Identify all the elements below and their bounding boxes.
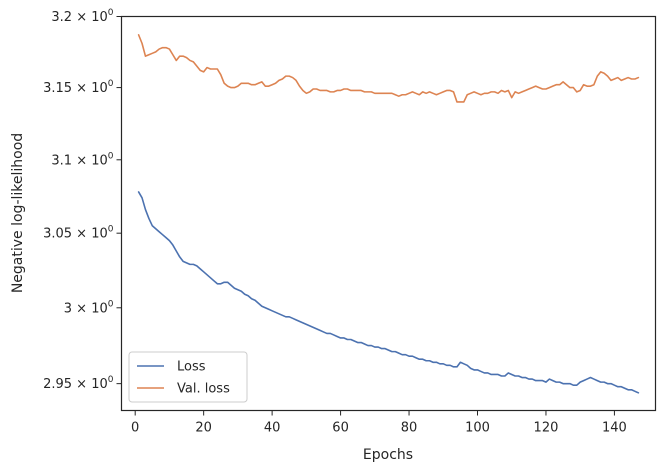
y-tick-label: 3.05 × 100 xyxy=(43,225,114,242)
legend: Loss Val. loss xyxy=(128,351,248,403)
x-axis-label: Epochs xyxy=(363,447,413,463)
series-layer xyxy=(137,34,640,394)
y-tick-label: 3.2 × 100 xyxy=(51,8,113,25)
y-tick-label: 3.15 × 100 xyxy=(43,79,114,96)
y-tick-label: 3.1 × 100 xyxy=(51,151,113,168)
series-line-val-loss xyxy=(137,34,640,103)
y-axis-label: Negative log-likelihood xyxy=(10,133,26,293)
series-line-loss xyxy=(137,191,640,394)
x-tick-label: 40 xyxy=(264,421,281,436)
x-tick-label: 20 xyxy=(195,421,212,436)
legend-frame xyxy=(128,351,248,403)
y-tick-label: 3 × 100 xyxy=(64,299,114,316)
x-tick-label: 60 xyxy=(332,421,349,436)
plot-frame xyxy=(120,15,657,412)
legend-label-loss: Loss xyxy=(177,360,206,375)
x-tick-label: 140 xyxy=(602,421,627,436)
x-tick-label: 0 xyxy=(131,421,139,436)
x-tick-label: 100 xyxy=(465,421,490,436)
y-ticks: 2.95 × 100 3 × 100 3.05 × 100 3.1 × 100 3.15… xyxy=(43,8,122,392)
y-tick-label: 2.95 × 100 xyxy=(43,375,114,392)
x-tick-label: 120 xyxy=(534,421,559,436)
x-tick-label: 80 xyxy=(401,421,418,436)
legend-label-val-loss: Val. loss xyxy=(177,382,230,397)
x-ticks: 0 20 40 60 80 100 120 140 xyxy=(131,410,627,436)
